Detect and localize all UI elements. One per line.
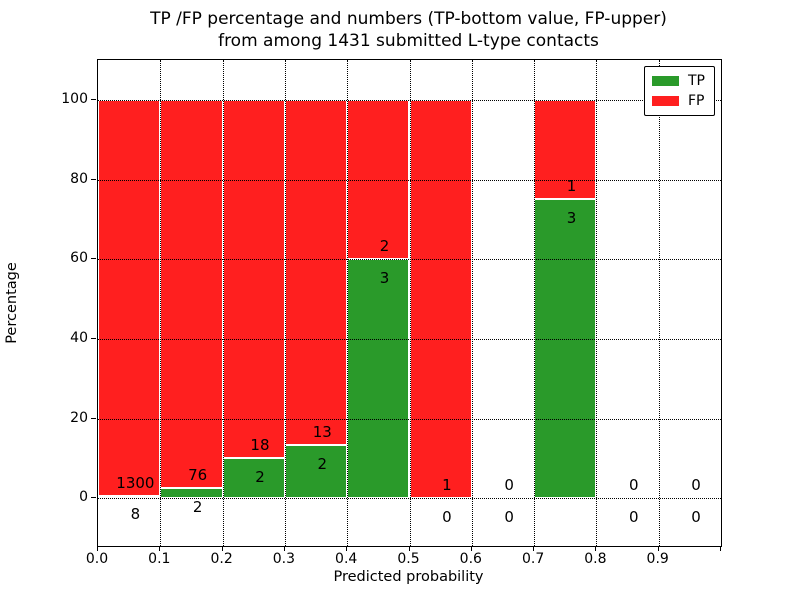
y-tick-mark: [91, 337, 96, 339]
tp-count-label: 2: [317, 454, 328, 473]
y-tick-label: 40: [70, 329, 88, 346]
legend-swatch-fp: [652, 96, 679, 106]
bar-segment-fp: [98, 99, 161, 496]
fp-count-label: 1: [566, 177, 577, 196]
x-tick-mark: [657, 546, 659, 551]
fp-count-label: 0: [628, 476, 639, 495]
v-gridline: [222, 60, 224, 546]
y-tick-label: 20: [70, 409, 88, 426]
v-gridline: [347, 60, 349, 546]
y-tick-mark: [91, 178, 96, 180]
x-tick-label: 0.5: [397, 551, 420, 567]
tp-count-label: 0: [442, 507, 452, 526]
y-tick-mark: [91, 258, 96, 260]
v-gridline: [534, 60, 536, 546]
v-gridline: [658, 60, 660, 546]
y-axis-label: Percentage: [4, 262, 20, 344]
fp-count-label: 1: [442, 476, 452, 495]
x-tick-mark: [221, 546, 223, 551]
v-gridline: [596, 60, 598, 546]
bar-segment-tp: [98, 495, 161, 499]
legend-row: FP: [652, 91, 705, 111]
chart-title-line2: from among 1431 submitted L-type contact…: [218, 31, 599, 51]
x-tick-label: 0.8: [584, 551, 607, 567]
x-tick-label: 0.1: [148, 551, 171, 567]
bar-segment-tp: [160, 487, 223, 499]
bar-segment-fp: [409, 99, 472, 499]
legend-row: TP: [652, 71, 705, 91]
tp-count-label: 3: [566, 209, 577, 228]
y-tick-mark: [91, 497, 96, 499]
x-tick-mark: [595, 546, 597, 551]
y-tick-label: 60: [70, 250, 88, 267]
fp-count-label: 76: [188, 465, 208, 484]
y-tick-label: 0: [79, 489, 88, 506]
v-gridline: [284, 60, 286, 546]
y-tick-mark: [91, 98, 96, 100]
bar-segment-tp: [347, 259, 410, 499]
y-tick-label: 100: [61, 90, 88, 107]
legend-label: TP: [688, 73, 705, 89]
x-tick-mark: [346, 546, 348, 551]
fp-count-label: 13: [312, 422, 332, 441]
tp-count-label: 0: [691, 507, 701, 526]
x-tick-label: 0.4: [335, 551, 358, 567]
x-tick-mark: [408, 546, 410, 551]
tp-count-label: 2: [255, 468, 265, 487]
x-tick-label: 0.6: [459, 551, 482, 567]
x-tick-label: 0.9: [646, 551, 669, 567]
v-gridline: [160, 60, 162, 546]
x-tick-label: 0.7: [521, 551, 545, 567]
fp-count-label: 2: [379, 237, 390, 256]
y-tick-mark: [91, 417, 96, 419]
y-tick-label: 80: [70, 170, 88, 187]
v-gridline: [471, 60, 473, 546]
chart-title-line1: TP /FP percentage and numbers (TP-bottom…: [150, 9, 667, 29]
legend-label: FP: [688, 93, 705, 109]
tp-count-label: 8: [130, 505, 141, 524]
x-tick-mark: [97, 546, 98, 551]
legend-swatch-tp: [652, 76, 679, 86]
fp-count-label: 18: [250, 436, 270, 455]
tp-count-label: 0: [628, 507, 639, 526]
v-gridline: [409, 60, 411, 546]
fp-count-label: 0: [691, 476, 701, 495]
bar-segment-fp: [284, 99, 348, 446]
chart-title: TP /FP percentage and numbers (TP-bottom…: [97, 8, 720, 52]
fp-count-label: 0: [504, 476, 514, 495]
tp-count-label: 3: [379, 268, 390, 287]
x-tick-mark: [159, 546, 161, 551]
bar-segment-tp: [222, 458, 285, 499]
x-tick-label: 0.2: [210, 551, 233, 567]
bar-segment-fp: [534, 99, 597, 200]
x-tick-mark: [720, 546, 721, 551]
bar-segment-tp: [284, 445, 348, 499]
fp-count-label: 1300: [116, 473, 155, 492]
bar-segment-fp: [222, 99, 285, 459]
legend: TP FP: [644, 66, 715, 116]
x-tick-label: 0.3: [272, 551, 296, 567]
plot-area: TP FP 1300 8 76 2 18 2 13 2 2 3 1 0 0 0 1 3 0 0 0 0: [97, 59, 722, 547]
x-axis-label: Predicted probability: [333, 569, 484, 585]
bar-segment-fp: [160, 99, 223, 488]
tp-count-label: 0: [504, 507, 514, 526]
bar-segment-tp: [534, 199, 597, 499]
x-tick-mark: [533, 546, 535, 551]
x-tick-mark: [283, 546, 285, 551]
tp-count-label: 2: [192, 497, 203, 516]
x-tick-label: 0.0: [85, 551, 109, 567]
x-tick-mark: [470, 546, 472, 551]
